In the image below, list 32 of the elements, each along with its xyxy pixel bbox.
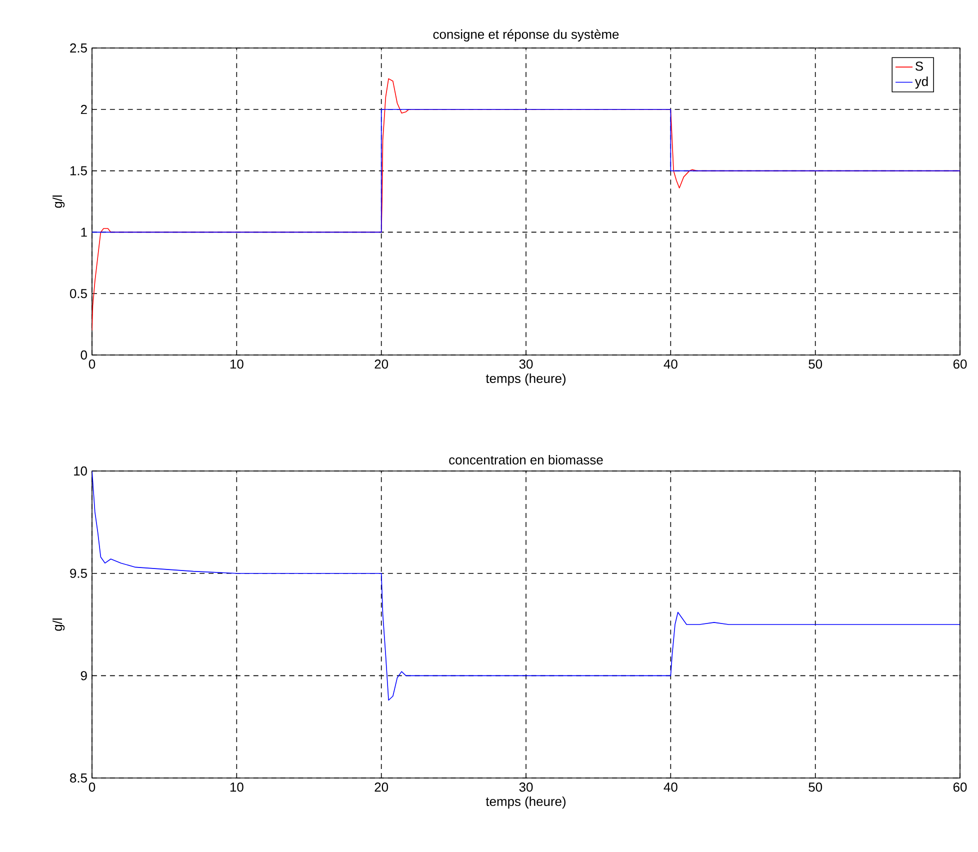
- x-tick-label: 20: [374, 360, 388, 369]
- chart-title: consigne et réponse du système: [433, 29, 619, 42]
- legend-label: yd: [914, 76, 928, 89]
- y-tick-label: 8.5: [70, 773, 87, 783]
- y-tick-label: 9.5: [70, 568, 87, 578]
- y-axis-title: g/l: [52, 618, 65, 631]
- legend-label: S: [916, 62, 923, 71]
- x-tick-label: 20: [374, 782, 388, 792]
- x-tick-label: 40: [664, 360, 678, 369]
- x-tick-label: 10: [230, 360, 244, 369]
- x-tick-label: 30: [519, 782, 533, 792]
- x-tick-label: 60: [953, 782, 967, 792]
- x-tick-label: 0: [88, 360, 96, 369]
- x-tick-label: 60: [953, 360, 967, 369]
- y-tick-label: 2: [80, 104, 87, 114]
- x-tick-label: 40: [664, 782, 678, 792]
- x-tick-label: 50: [808, 782, 822, 792]
- x-tick-label: 50: [808, 360, 822, 369]
- y-tick-label: 9: [80, 671, 87, 680]
- y-tick-label: 2.5: [70, 43, 87, 53]
- y-tick-label: 0.5: [70, 289, 87, 298]
- y-tick-label: 10: [74, 466, 87, 476]
- y-tick-label: 1.5: [70, 166, 87, 176]
- y-tick-label: 1: [81, 228, 87, 237]
- y-axis-title: g/l: [52, 196, 65, 208]
- y-tick-label: 0: [80, 350, 87, 360]
- x-tick-label: 10: [230, 782, 244, 792]
- chart-title: concentration en biomasse: [449, 454, 603, 464]
- x-tick-label: 0: [88, 782, 96, 792]
- x-axis-title: temps (heure): [486, 374, 566, 386]
- x-tick-label: 30: [519, 360, 533, 369]
- x-axis-title: temps (heure): [486, 796, 566, 809]
